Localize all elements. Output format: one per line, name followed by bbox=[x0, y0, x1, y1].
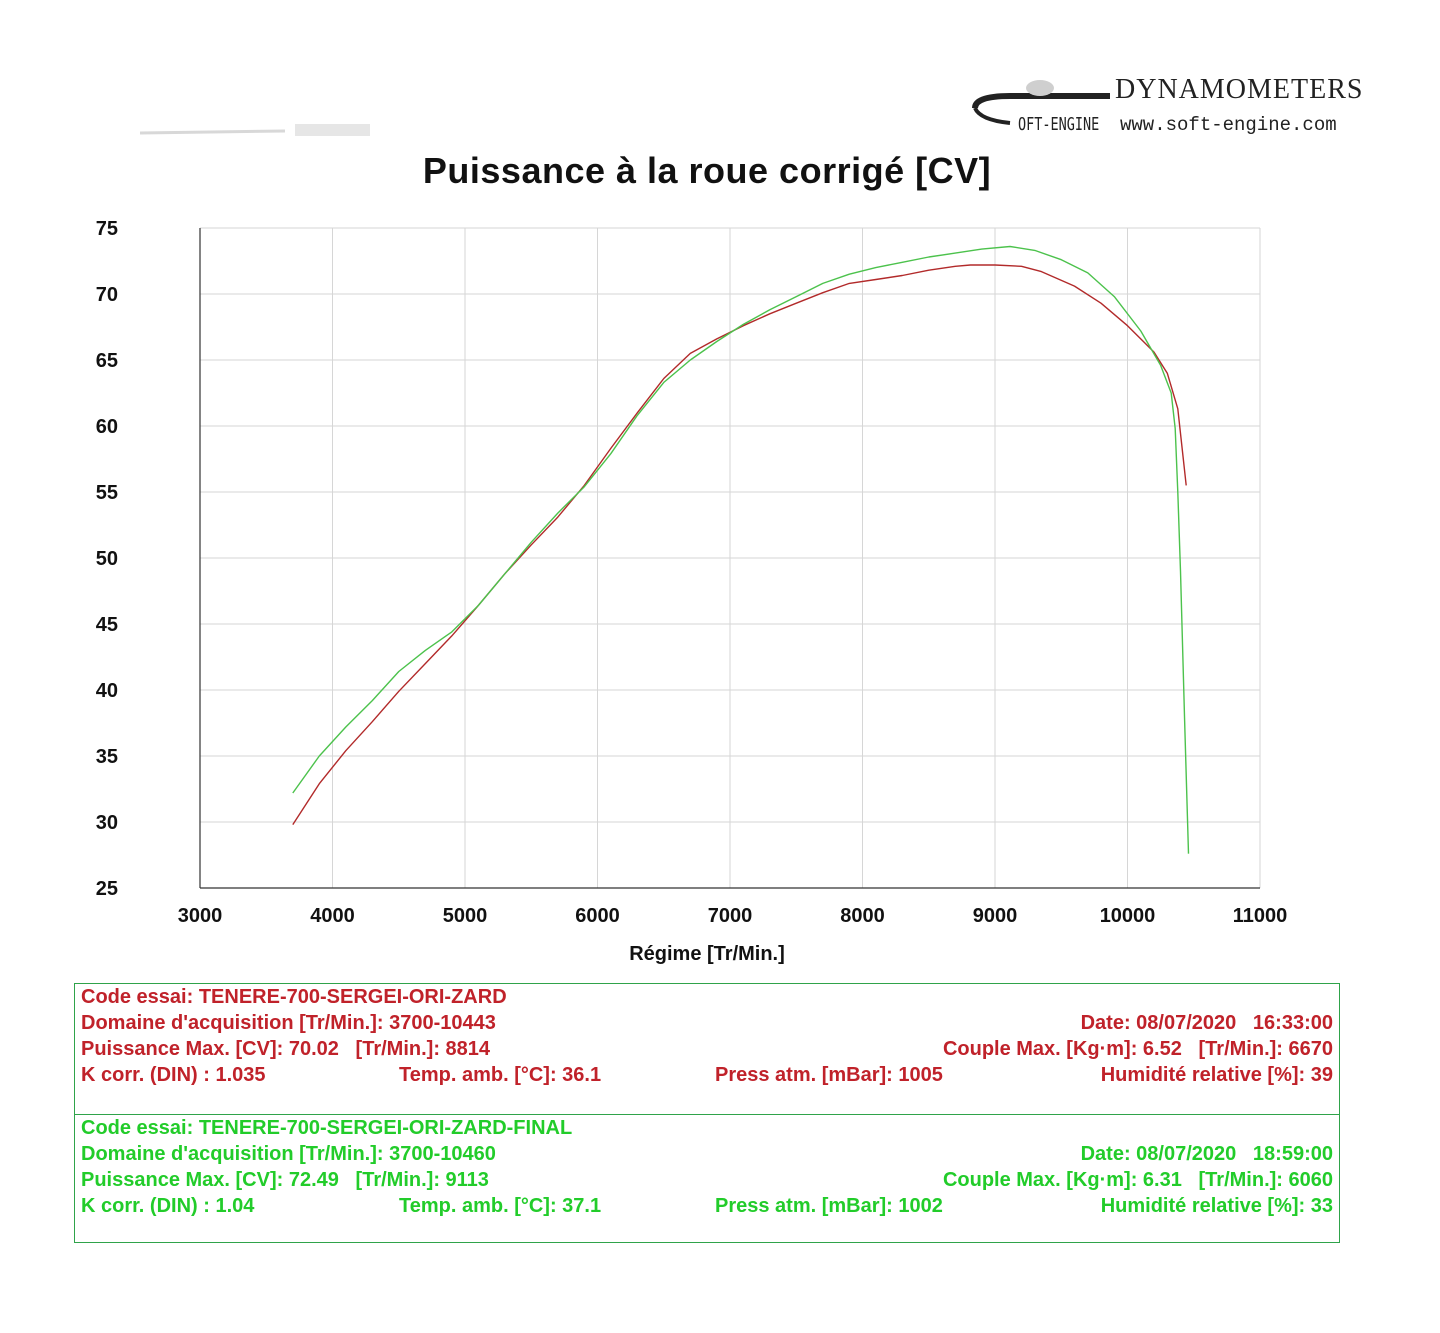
run1-humidity: Humidité relative [%]: 39 bbox=[1100, 1064, 1333, 1086]
y-tick-label: 65 bbox=[96, 350, 118, 372]
y-tick-label: 40 bbox=[96, 680, 118, 702]
x-tick-label: 6000 bbox=[575, 905, 620, 927]
y-tick-label: 35 bbox=[96, 746, 118, 768]
run2-temp: Temp. amb. [°C]: 37.1 bbox=[399, 1195, 602, 1217]
brand-logo: DYNAMOMETERS OFT-ENGINE www.soft-engine.… bbox=[970, 68, 1370, 148]
y-tick-label: 25 bbox=[96, 878, 118, 900]
x-tick-label: 4000 bbox=[310, 905, 355, 927]
x-tick-label: 7000 bbox=[708, 905, 753, 927]
brand-name: DYNAMOMETERS bbox=[1115, 74, 1364, 105]
run1-domain: Domaine d'acquisition [Tr/Min.]: 3700-10… bbox=[81, 1012, 496, 1034]
x-tick-label: 3000 bbox=[178, 905, 223, 927]
brand-product: OFT-ENGINE bbox=[1018, 114, 1100, 135]
x-tick-label: 5000 bbox=[443, 905, 488, 927]
y-tick-label: 50 bbox=[96, 548, 118, 570]
run2-humidity: Humidité relative [%]: 33 bbox=[1100, 1195, 1333, 1217]
y-tick-label: 75 bbox=[96, 218, 118, 240]
series-line-run1 bbox=[292, 264, 1187, 825]
chart-title: Puissance à la roue corrigé [CV] bbox=[422, 150, 992, 191]
run2-power: Puissance Max. [CV]: 72.49 [Tr/Min.]: 91… bbox=[81, 1169, 489, 1191]
run1-power: Puissance Max. [CV]: 70.02 [Tr/Min.]: 88… bbox=[81, 1038, 491, 1060]
run1-torque: Couple Max. [Kg·m]: 6.52 [Tr/Min.]: 6670 bbox=[942, 1038, 1333, 1060]
run1-press: Press atm. [mBar]: 1005 bbox=[715, 1064, 943, 1086]
y-tick-label: 45 bbox=[96, 614, 118, 636]
run2-torque: Couple Max. [Kg·m]: 6.31 [Tr/Min.]: 6060 bbox=[942, 1169, 1333, 1191]
y-tick-label: 30 bbox=[96, 812, 118, 834]
run1-info: Code essai: TENERE-700-SERGEI-ORI-ZARD D… bbox=[75, 984, 1339, 1104]
run2-code: Code essai: TENERE-700-SERGEI-ORI-ZARD-F… bbox=[81, 1117, 573, 1139]
y-tick-label: 70 bbox=[96, 284, 118, 306]
x-tick-label: 11000 bbox=[1233, 905, 1288, 927]
dyno-chart: 75 70 65 60 55 50 45 40 35 30 25 3000 4000 5000 6000 7… bbox=[96, 218, 1288, 965]
x-tick-label: 10000 bbox=[1100, 905, 1156, 927]
run2-press: Press atm. [mBar]: 1002 bbox=[715, 1195, 943, 1217]
x-tick-label: 9000 bbox=[973, 905, 1018, 927]
test-info-box: Code essai: TENERE-700-SERGEI-ORI-ZARD D… bbox=[74, 983, 1340, 1243]
run1-code: Code essai: TENERE-700-SERGEI-ORI-ZARD bbox=[81, 986, 507, 1008]
x-axis-label: Régime [Tr/Min.] bbox=[629, 943, 785, 965]
run1-date: Date: 08/07/2020 16:33:00 bbox=[1080, 1012, 1333, 1034]
swoosh-icon bbox=[972, 80, 1110, 125]
run2-domain: Domaine d'acquisition [Tr/Min.]: 3700-10… bbox=[81, 1143, 496, 1165]
series-line-run2 bbox=[292, 245, 1190, 854]
y-tick-label: 60 bbox=[96, 416, 118, 438]
run1-kcorr: K corr. (DIN) : 1.035 bbox=[81, 1064, 266, 1086]
x-tick-label: 8000 bbox=[840, 905, 885, 927]
y-tick-label: 55 bbox=[96, 482, 118, 504]
run2-kcorr: K corr. (DIN) : 1.04 bbox=[81, 1195, 255, 1217]
run1-temp: Temp. amb. [°C]: 36.1 bbox=[399, 1064, 602, 1086]
faint-watermark-logo bbox=[135, 118, 375, 142]
run2-info: Code essai: TENERE-700-SERGEI-ORI-ZARD-F… bbox=[75, 1115, 1339, 1235]
run2-date: Date: 08/07/2020 18:59:00 bbox=[1080, 1143, 1333, 1165]
brand-url: www.soft-engine.com bbox=[1120, 114, 1337, 136]
info-divider bbox=[75, 1114, 1339, 1115]
